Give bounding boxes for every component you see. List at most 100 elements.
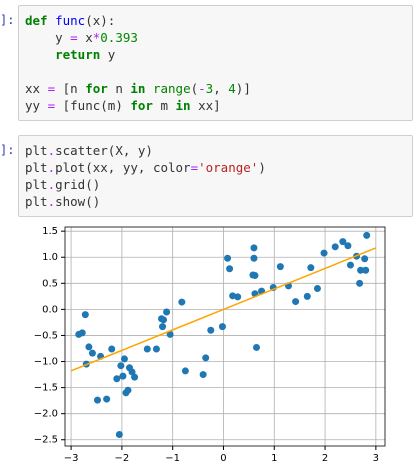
code-token: =: [47, 81, 56, 96]
code-token: [48, 13, 56, 28]
point: [117, 362, 125, 370]
point: [103, 395, 111, 403]
code-line: def func(x):: [25, 12, 406, 29]
point: [226, 265, 234, 273]
code-line: yy = [func(m) for m in xx]: [25, 97, 406, 114]
code-token: for: [85, 81, 108, 96]
point: [108, 345, 116, 353]
point: [128, 368, 136, 376]
point: [362, 266, 370, 274]
point: [357, 266, 365, 274]
cell-prompt: ]:: [0, 143, 15, 157]
code-token: range: [152, 81, 191, 96]
code-token: plot(xx, yy, color: [55, 160, 191, 175]
point: [81, 311, 89, 319]
y-tick-label: −0.5: [34, 330, 58, 341]
chart: −3 −2 −1 0 1 2 3 −2.5 −2.0 −1.5 −1.0 −0.5 0.0 0.5 1.0 1…: [34, 226, 386, 464]
code-token: def: [25, 13, 48, 28]
code-token: =: [70, 30, 78, 45]
code-token: .: [47, 194, 56, 209]
code-token: [func(m): [55, 98, 131, 113]
point: [251, 271, 259, 279]
line: [70, 247, 377, 372]
point: [344, 242, 352, 250]
point: [163, 308, 171, 316]
point: [178, 298, 186, 306]
code-cell[interactable]: def func(x): y = x*0.393 return y xx = [n…: [18, 5, 413, 121]
x-tick-label: −3: [64, 453, 79, 464]
code-token: .: [47, 143, 56, 158]
point: [202, 354, 210, 362]
code-token: y: [25, 30, 71, 45]
code-line: plt.plot(xx, yy, color='orange'): [25, 159, 406, 176]
code-token: [n: [55, 81, 86, 96]
x-tick-label: −1: [165, 453, 180, 464]
x-tick-label: 0: [220, 453, 226, 464]
point: [181, 367, 189, 375]
y-tick-label: −1.0: [34, 357, 58, 368]
point: [131, 373, 139, 381]
code-line: plt.grid(): [25, 176, 406, 193]
code-token: func: [55, 13, 86, 28]
point: [276, 263, 284, 271]
point: [250, 254, 258, 262]
point: [119, 372, 127, 380]
point: [166, 330, 174, 338]
code-line: [25, 63, 406, 80]
code-token: 3: [205, 81, 214, 96]
point: [250, 244, 258, 252]
y-tick-label: 1.0: [42, 252, 58, 263]
code-token: x: [77, 30, 93, 45]
code-token: in: [175, 98, 191, 113]
point: [94, 396, 102, 404]
point: [339, 238, 347, 246]
code-token: n: [107, 81, 131, 96]
code-cell[interactable]: plt.scatter(X, y) plt.plot(xx, yy, color=…: [18, 135, 413, 217]
code-token: in: [130, 81, 146, 96]
point: [363, 231, 371, 239]
code-token: m: [152, 98, 176, 113]
code-token: .: [47, 177, 56, 192]
code-token: yy: [25, 98, 48, 113]
code-line: xx = [n for n in range(-3, 4)]: [25, 80, 406, 97]
point: [361, 255, 369, 263]
code-token: (x):: [85, 13, 116, 28]
point: [85, 343, 93, 351]
code-token: scatter(X, y): [55, 143, 153, 158]
point: [252, 343, 260, 351]
cell-prompt: ]:: [0, 13, 15, 27]
code-token: (: [190, 81, 199, 96]
code-token: grid(): [55, 177, 101, 192]
point: [124, 386, 132, 394]
code-token: )]: [235, 81, 251, 96]
code-token: 0.393: [100, 30, 138, 45]
y-tick-label: −1.5: [34, 383, 58, 394]
y-tick-label: 0.5: [42, 278, 58, 289]
code-token: plt: [25, 177, 48, 192]
code-token: plt: [25, 194, 48, 209]
x-tick-label: 3: [373, 453, 379, 464]
code-token: xx: [25, 81, 48, 96]
point: [207, 326, 215, 334]
code-line: plt.show(): [25, 193, 406, 210]
code-token: -: [198, 81, 206, 96]
code-token: 'orange': [198, 160, 259, 175]
code-token: y: [100, 47, 116, 62]
point: [115, 431, 123, 439]
point: [78, 329, 86, 337]
y-tick-label: 1.5: [42, 226, 58, 237]
point: [113, 375, 121, 383]
point: [307, 264, 315, 272]
point: [218, 323, 226, 331]
code-token: for: [130, 98, 153, 113]
code-token: ,: [213, 81, 229, 96]
point: [224, 254, 232, 262]
code-token: *: [92, 30, 101, 45]
x-tick-label: −2: [115, 453, 130, 464]
x-tick-label: 2: [322, 453, 328, 464]
code-token: show(): [55, 194, 101, 209]
code-token: =: [47, 98, 56, 113]
point: [356, 279, 364, 287]
point: [152, 345, 160, 353]
